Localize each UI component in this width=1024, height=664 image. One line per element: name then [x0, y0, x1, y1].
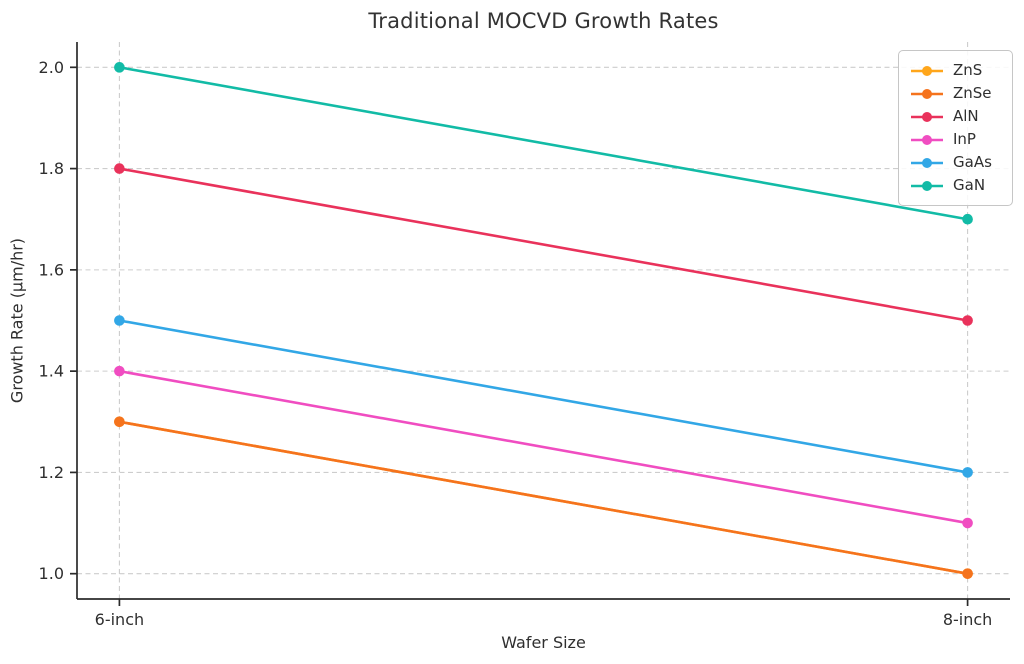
legend-item-InP: InP	[910, 128, 1001, 151]
y-axis-label: Growth Rate (µm/hr)	[7, 237, 27, 404]
legend-item-ZnS: ZnS	[910, 59, 1001, 82]
data-point-AlN-8-inch	[962, 315, 973, 326]
legend-label-ZnS: ZnS	[953, 61, 983, 79]
data-point-GaN-6-inch	[114, 62, 125, 73]
legend-item-AlN: AlN	[910, 105, 1001, 128]
legend: ZnS ZnSe AlN InP GaAs GaN	[898, 50, 1013, 206]
data-point-GaAs-8-inch	[962, 467, 973, 478]
data-point-InP-6-inch	[114, 365, 125, 377]
legend-marker-GaN-icon	[911, 180, 943, 191]
y-tick-label-2.0: 2.0	[39, 58, 64, 77]
series-line-ZnSe	[119, 420, 968, 575]
legend-item-ZnSe: ZnSe	[910, 82, 1001, 105]
x-axis-label: Wafer Size	[501, 633, 586, 652]
y-tick-label-1.8: 1.8	[39, 159, 64, 178]
y-tick-label-1.4: 1.4	[39, 362, 64, 381]
y-tick-label-1.2: 1.2	[39, 463, 64, 482]
y-tick-label-1.0: 1.0	[39, 564, 64, 583]
legend-label-ZnSe: ZnSe	[953, 84, 992, 102]
series-line-GaN	[119, 66, 968, 221]
chart-title: Traditional MOCVD Growth Rates	[368, 9, 719, 33]
legend-marker-ZnSe-icon	[911, 88, 943, 99]
legend-label-AlN: AlN	[953, 107, 979, 125]
data-point-ZnSe-8-inch	[962, 568, 973, 579]
series-line-AlN	[119, 167, 968, 322]
x-tick-label-8-inch: 8-inch	[943, 610, 992, 629]
x-tick-label-6-inch: 6-inch	[95, 610, 144, 629]
legend-label-GaN: GaN	[953, 176, 986, 194]
legend-marker-InP-icon	[911, 134, 943, 145]
legend-label-InP: InP	[953, 130, 976, 148]
legend-label-GaAs: GaAs	[953, 153, 992, 171]
data-point-GaN-8-inch	[962, 213, 973, 225]
data-point-ZnSe-6-inch	[114, 416, 125, 428]
legend-marker-GaAs-icon	[911, 157, 943, 168]
data-point-AlN-6-inch	[114, 163, 125, 174]
legend-marker-AlN-icon	[911, 111, 943, 122]
series-line-GaAs	[119, 319, 968, 474]
legend-item-GaAs: GaAs	[910, 151, 1001, 174]
legend-marker-ZnS-icon	[911, 65, 943, 76]
data-point-GaAs-6-inch	[114, 315, 125, 326]
series-line-InP	[119, 369, 968, 525]
legend-item-GaN: GaN	[910, 174, 1001, 197]
data-point-InP-8-inch	[962, 517, 973, 529]
y-tick-label-1.6: 1.6	[39, 260, 64, 279]
